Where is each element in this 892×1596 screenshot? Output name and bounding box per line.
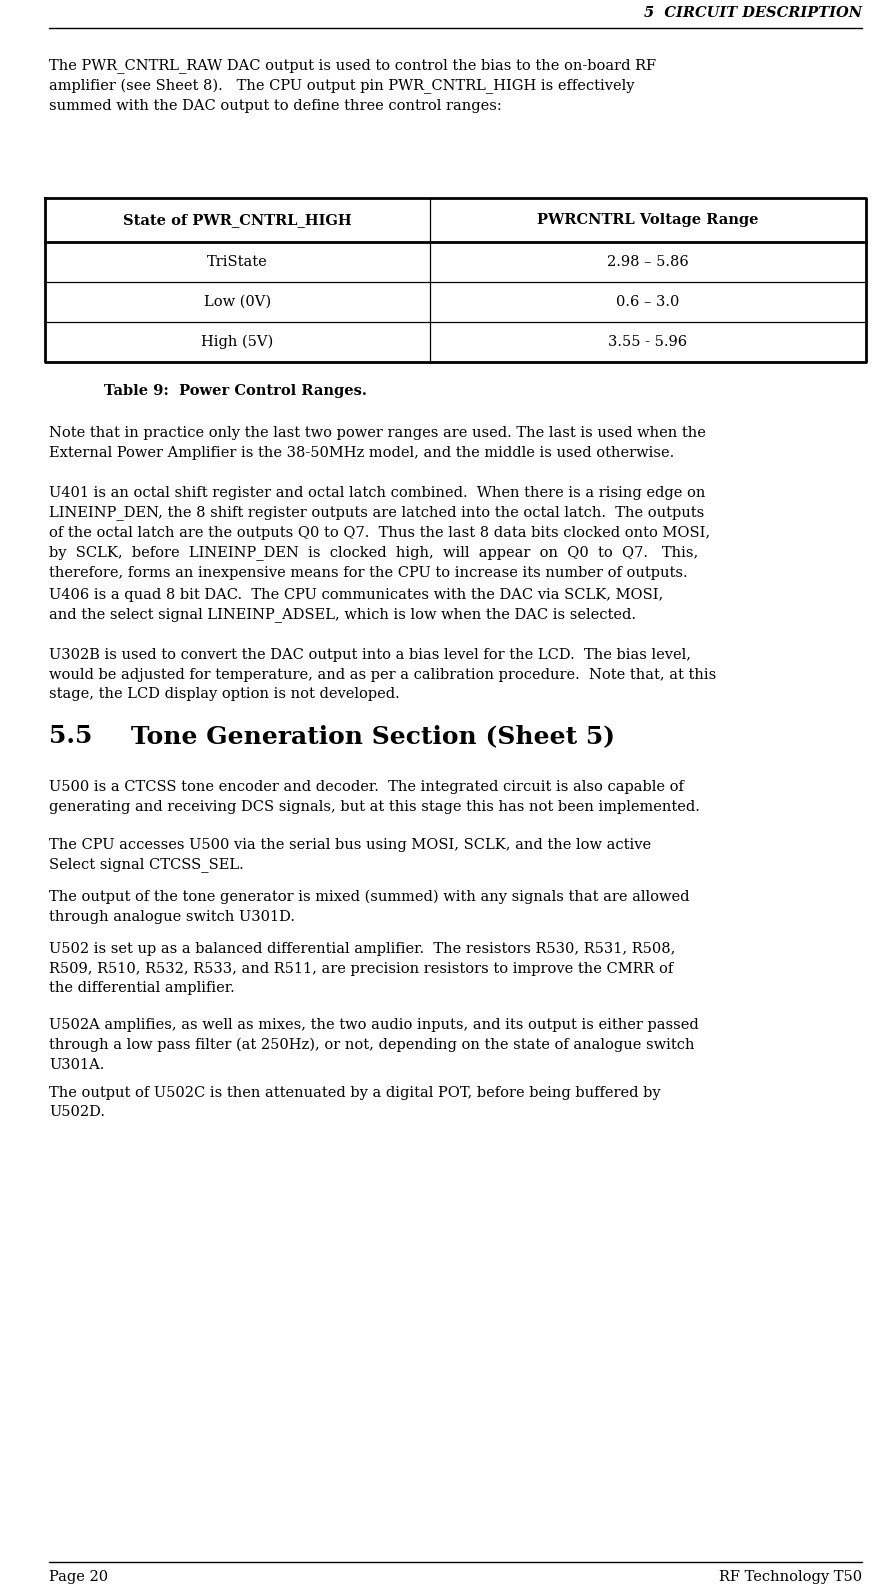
Text: TriState: TriState [207,255,268,270]
Text: U302B is used to convert the DAC output into a bias level for the LCD.  The bias: U302B is used to convert the DAC output … [49,648,716,701]
Text: Page 20: Page 20 [49,1570,108,1583]
Text: Note that in practice only the last two power ranges are used. The last is used : Note that in practice only the last two … [49,426,706,460]
Text: 5.5: 5.5 [49,725,93,749]
Text: RF Technology T50: RF Technology T50 [719,1570,862,1583]
Text: Table 9:  Power Control Ranges.: Table 9: Power Control Ranges. [104,385,367,397]
Text: U502A amplifies, as well as mixes, the two audio inputs, and its output is eithe: U502A amplifies, as well as mixes, the t… [49,1018,698,1071]
Text: U401 is an octal shift register and octal latch combined.  When there is a risin: U401 is an octal shift register and octa… [49,487,710,579]
Text: Low (0V): Low (0V) [204,295,271,310]
Text: The CPU accesses U500 via the serial bus using MOSI, SCLK, and the low active
Se: The CPU accesses U500 via the serial bus… [49,838,651,873]
Text: PWRCNTRL Voltage Range: PWRCNTRL Voltage Range [537,212,759,227]
Text: The output of U502C is then attenuated by a digital POT, before being buffered b: The output of U502C is then attenuated b… [49,1085,661,1119]
Text: U406 is a quad 8 bit DAC.  The CPU communicates with the DAC via SCLK, MOSI,
and: U406 is a quad 8 bit DAC. The CPU commun… [49,587,664,622]
Text: 0.6 – 3.0: 0.6 – 3.0 [616,295,680,310]
Text: U502 is set up as a balanced differential amplifier.  The resistors R530, R531, : U502 is set up as a balanced differentia… [49,942,675,994]
Text: 2.98 – 5.86: 2.98 – 5.86 [607,255,689,270]
Text: State of PWR_CNTRL_HIGH: State of PWR_CNTRL_HIGH [123,212,351,227]
Text: 5  CIRCUIT DESCRIPTION: 5 CIRCUIT DESCRIPTION [644,6,862,21]
Text: The output of the tone generator is mixed (summed) with any signals that are all: The output of the tone generator is mixe… [49,891,690,924]
Text: The PWR_CNTRL_RAW DAC output is used to control the bias to the on-board RF
ampl: The PWR_CNTRL_RAW DAC output is used to … [49,57,657,113]
Text: U500 is a CTCSS tone encoder and decoder.  The integrated circuit is also capabl: U500 is a CTCSS tone encoder and decoder… [49,780,700,814]
Text: 3.55 - 5.96: 3.55 - 5.96 [608,335,688,350]
Text: Tone Generation Section (Sheet 5): Tone Generation Section (Sheet 5) [131,725,615,749]
Text: High (5V): High (5V) [202,335,274,350]
